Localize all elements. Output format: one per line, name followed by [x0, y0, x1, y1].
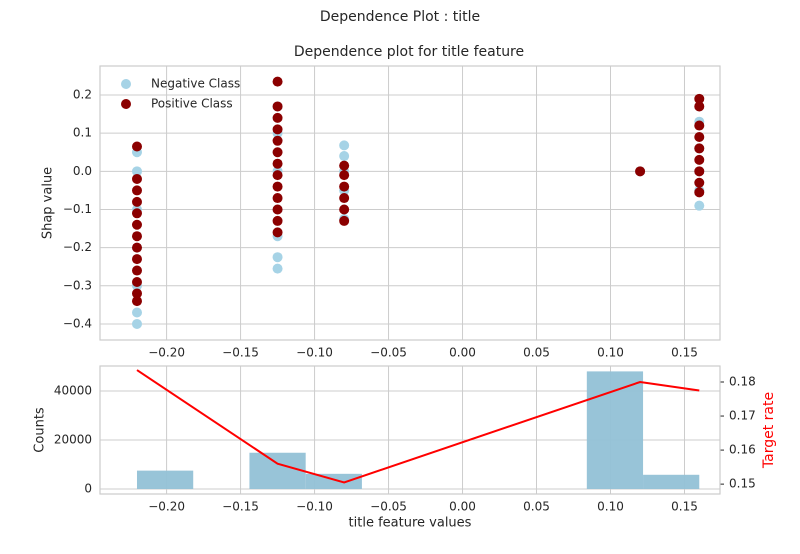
y-tick-label: −0.3	[63, 278, 92, 292]
x-tick-label: −0.15	[222, 346, 259, 360]
scatter-point	[272, 124, 283, 135]
scatter-point	[131, 276, 142, 287]
legend-label: Positive Class	[151, 97, 233, 111]
scatter-point	[694, 187, 705, 198]
scatter-point	[131, 242, 142, 253]
scatter-point	[339, 170, 350, 181]
scatter-point	[272, 76, 283, 87]
scatter-point	[694, 131, 705, 142]
scatter-point	[131, 166, 142, 177]
x-tick-label: −0.20	[148, 500, 185, 514]
histogram-bar	[586, 371, 644, 490]
scatter-point	[131, 254, 142, 265]
scatter-point	[694, 200, 705, 211]
legend-label: Negative Class	[151, 77, 240, 91]
y2-axis-label: Target rate	[761, 392, 777, 469]
scatter-point	[272, 193, 283, 204]
x-axis-label: title feature values	[349, 516, 472, 531]
scatter-point	[131, 141, 142, 152]
y-tick-label: 40000	[54, 383, 92, 397]
target-rate-line	[136, 369, 700, 484]
y-axis-label: Shap value	[41, 167, 56, 239]
y2-tick-label: 0.15	[729, 477, 756, 491]
x-tick-label: −0.15	[222, 500, 259, 514]
scatter-point	[131, 318, 142, 329]
scatter-point	[131, 296, 142, 307]
scatter-point	[131, 288, 142, 299]
histogram-bar	[136, 470, 194, 490]
scatter-point	[272, 181, 283, 192]
x-tick-label: −0.20	[148, 346, 185, 360]
scatter-point	[694, 177, 705, 188]
x-tick-label: −0.10	[296, 500, 333, 514]
histogram-bar	[305, 473, 362, 490]
legend-marker	[121, 99, 131, 109]
scatter-point	[272, 204, 283, 215]
scatter-point	[694, 93, 705, 104]
scatter-point	[694, 166, 705, 177]
chart-title: Dependence plot for title feature	[294, 44, 524, 60]
scatter-point	[339, 160, 350, 171]
legend-marker	[121, 79, 131, 89]
y-tick-label: 20000	[54, 432, 92, 446]
scatter-point	[272, 158, 283, 169]
scatter-point	[339, 193, 350, 204]
scatter-point	[339, 151, 350, 162]
x-tick-label: −0.05	[370, 500, 407, 514]
histogram-bar	[643, 474, 700, 490]
x-tick-label: 0.10	[597, 500, 624, 514]
scatter-point	[131, 231, 142, 242]
scatter-point	[339, 181, 350, 192]
y-tick-label: 0.2	[73, 88, 92, 102]
y-axis-label: Counts	[33, 407, 48, 453]
x-tick-label: −0.05	[370, 346, 407, 360]
scatter-point	[272, 215, 283, 226]
scatter-point	[131, 265, 142, 276]
scatter-point	[131, 173, 142, 184]
scatter-point	[272, 147, 283, 158]
x-tick-label: 0.05	[523, 346, 550, 360]
scatter-point	[272, 135, 283, 146]
x-tick-label: 0.15	[671, 500, 698, 514]
x-tick-label: 0.15	[671, 346, 698, 360]
y-tick-label: 0	[84, 482, 92, 496]
y2-tick-label: 0.17	[729, 409, 756, 423]
x-tick-label: 0.00	[449, 500, 476, 514]
figure-title: Dependence Plot : title	[320, 9, 480, 25]
scatter-point	[272, 252, 283, 263]
scatter-point	[131, 196, 142, 207]
y-tick-label: −0.4	[63, 316, 92, 330]
scatter-point	[131, 185, 142, 196]
y-tick-label: −0.1	[63, 202, 92, 216]
scatter-point	[694, 154, 705, 165]
plot-frame	[99, 365, 721, 495]
x-tick-label: 0.10	[597, 346, 624, 360]
scatter-point	[272, 112, 283, 123]
scatter-point	[272, 227, 283, 238]
scatter-point	[272, 101, 283, 112]
scatter-point	[131, 208, 142, 219]
y-tick-label: 0.1	[73, 126, 92, 140]
scatter-point	[272, 170, 283, 181]
y2-tick-label: 0.16	[729, 443, 756, 457]
y-tick-label: 0.0	[73, 164, 92, 178]
x-tick-label: −0.10	[296, 346, 333, 360]
histogram-bar	[249, 452, 306, 490]
plot-frame	[99, 65, 721, 341]
scatter-point	[635, 166, 646, 177]
scatter-point	[339, 204, 350, 215]
scatter-point	[694, 143, 705, 154]
scatter-point	[339, 215, 350, 226]
scatter-point	[339, 140, 350, 151]
x-tick-label: 0.00	[449, 346, 476, 360]
scatter-point	[694, 120, 705, 131]
x-tick-label: 0.05	[523, 500, 550, 514]
scatter-point	[272, 263, 283, 274]
scatter-point	[131, 307, 142, 318]
y-tick-label: −0.2	[63, 240, 92, 254]
scatter-point	[694, 101, 705, 112]
scatter-point	[131, 219, 142, 230]
y2-tick-label: 0.18	[729, 375, 756, 389]
